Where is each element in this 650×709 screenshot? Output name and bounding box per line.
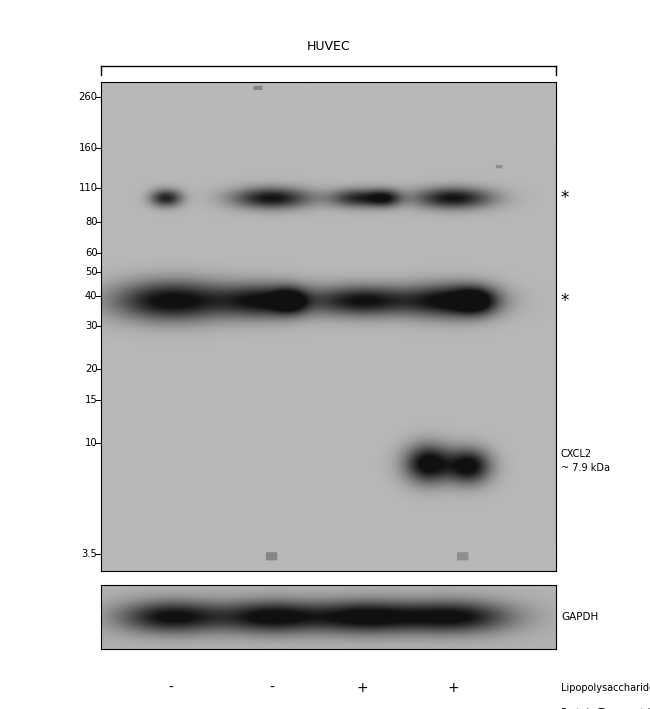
Text: 50: 50: [85, 267, 98, 277]
Text: *: *: [561, 189, 569, 207]
Text: 20: 20: [85, 364, 98, 374]
Text: HUVEC: HUVEC: [306, 40, 350, 53]
Text: 30: 30: [85, 321, 98, 331]
Text: 110: 110: [79, 183, 97, 193]
Text: 15: 15: [84, 395, 98, 405]
Text: 3.5: 3.5: [82, 549, 98, 559]
Text: CXCL2
~ 7.9 kDa: CXCL2 ~ 7.9 kDa: [561, 449, 610, 473]
Text: -: -: [169, 681, 174, 695]
Text: GAPDH: GAPDH: [561, 612, 598, 622]
Text: 60: 60: [85, 247, 98, 257]
Text: +: +: [448, 681, 459, 695]
Text: -: -: [269, 681, 274, 695]
Text: 40: 40: [85, 291, 98, 301]
Text: 260: 260: [79, 91, 97, 101]
Text: *: *: [561, 292, 569, 310]
Text: 160: 160: [79, 143, 97, 153]
Text: +: +: [357, 681, 368, 695]
Text: 10: 10: [85, 438, 98, 448]
Text: Lipopolysaccharide, 100 ng/ml for 16 hr: Lipopolysaccharide, 100 ng/ml for 16 hr: [561, 683, 650, 693]
Text: Protein Transport Inhibitor (500X) (PTI)
1X for 4 hr: Protein Transport Inhibitor (500X) (PTI)…: [561, 708, 650, 709]
Text: 80: 80: [85, 217, 98, 227]
